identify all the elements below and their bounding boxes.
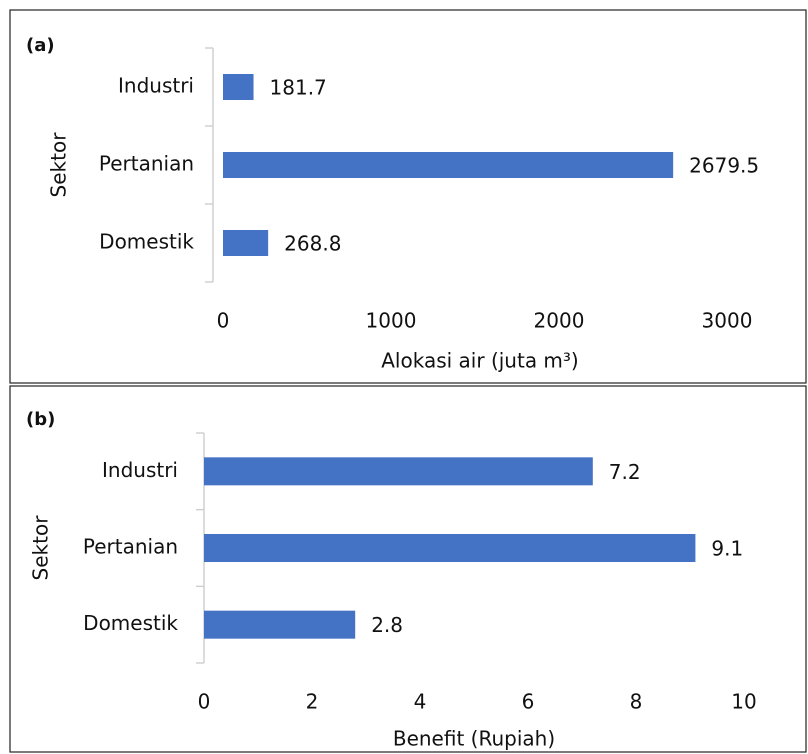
value-label: 7.2 <box>609 460 641 484</box>
bar <box>223 230 269 256</box>
x-tick-label: 2000 <box>534 309 585 333</box>
x-tick-label: 2 <box>306 690 319 714</box>
bar <box>204 610 356 639</box>
y-tick-label: Pertanian <box>83 535 178 559</box>
x-tick-label: 8 <box>630 690 643 714</box>
x-tick-label: 4 <box>414 690 427 714</box>
panel-frame <box>9 9 807 384</box>
bar <box>223 152 674 178</box>
x-tick-label: 6 <box>522 690 535 714</box>
bar <box>204 457 593 486</box>
bar <box>204 534 696 562</box>
value-label: 181.7 <box>270 76 327 100</box>
value-label: 2.8 <box>371 613 403 637</box>
panel-frame <box>9 385 807 753</box>
value-label: 268.8 <box>284 232 341 256</box>
x-tick-label: 0 <box>198 690 211 714</box>
x-tick-label: 3000 <box>702 309 753 333</box>
x-tick-label: 0 <box>217 309 230 333</box>
value-label: 9.1 <box>711 537 743 561</box>
x-tick-label: 10 <box>731 690 756 714</box>
y-tick-label: Domestik <box>99 230 194 254</box>
y-axis-label: Sektor <box>29 515 53 581</box>
panel-label: (a) <box>26 35 55 56</box>
y-tick-label: Industri <box>102 458 178 482</box>
y-axis-label: Sektor <box>47 132 71 198</box>
y-tick-label: Industri <box>118 74 194 98</box>
x-axis-label: Benefit (Rupiah) <box>393 727 555 751</box>
y-tick-label: Pertanian <box>99 152 194 176</box>
y-tick-label: Domestik <box>83 611 178 635</box>
x-axis-label: Alokasi air (juta m³) <box>381 349 578 373</box>
bar <box>223 74 254 100</box>
x-tick-label: 1000 <box>366 309 417 333</box>
value-label: 2679.5 <box>689 154 759 178</box>
panel-label: (b) <box>26 409 55 430</box>
